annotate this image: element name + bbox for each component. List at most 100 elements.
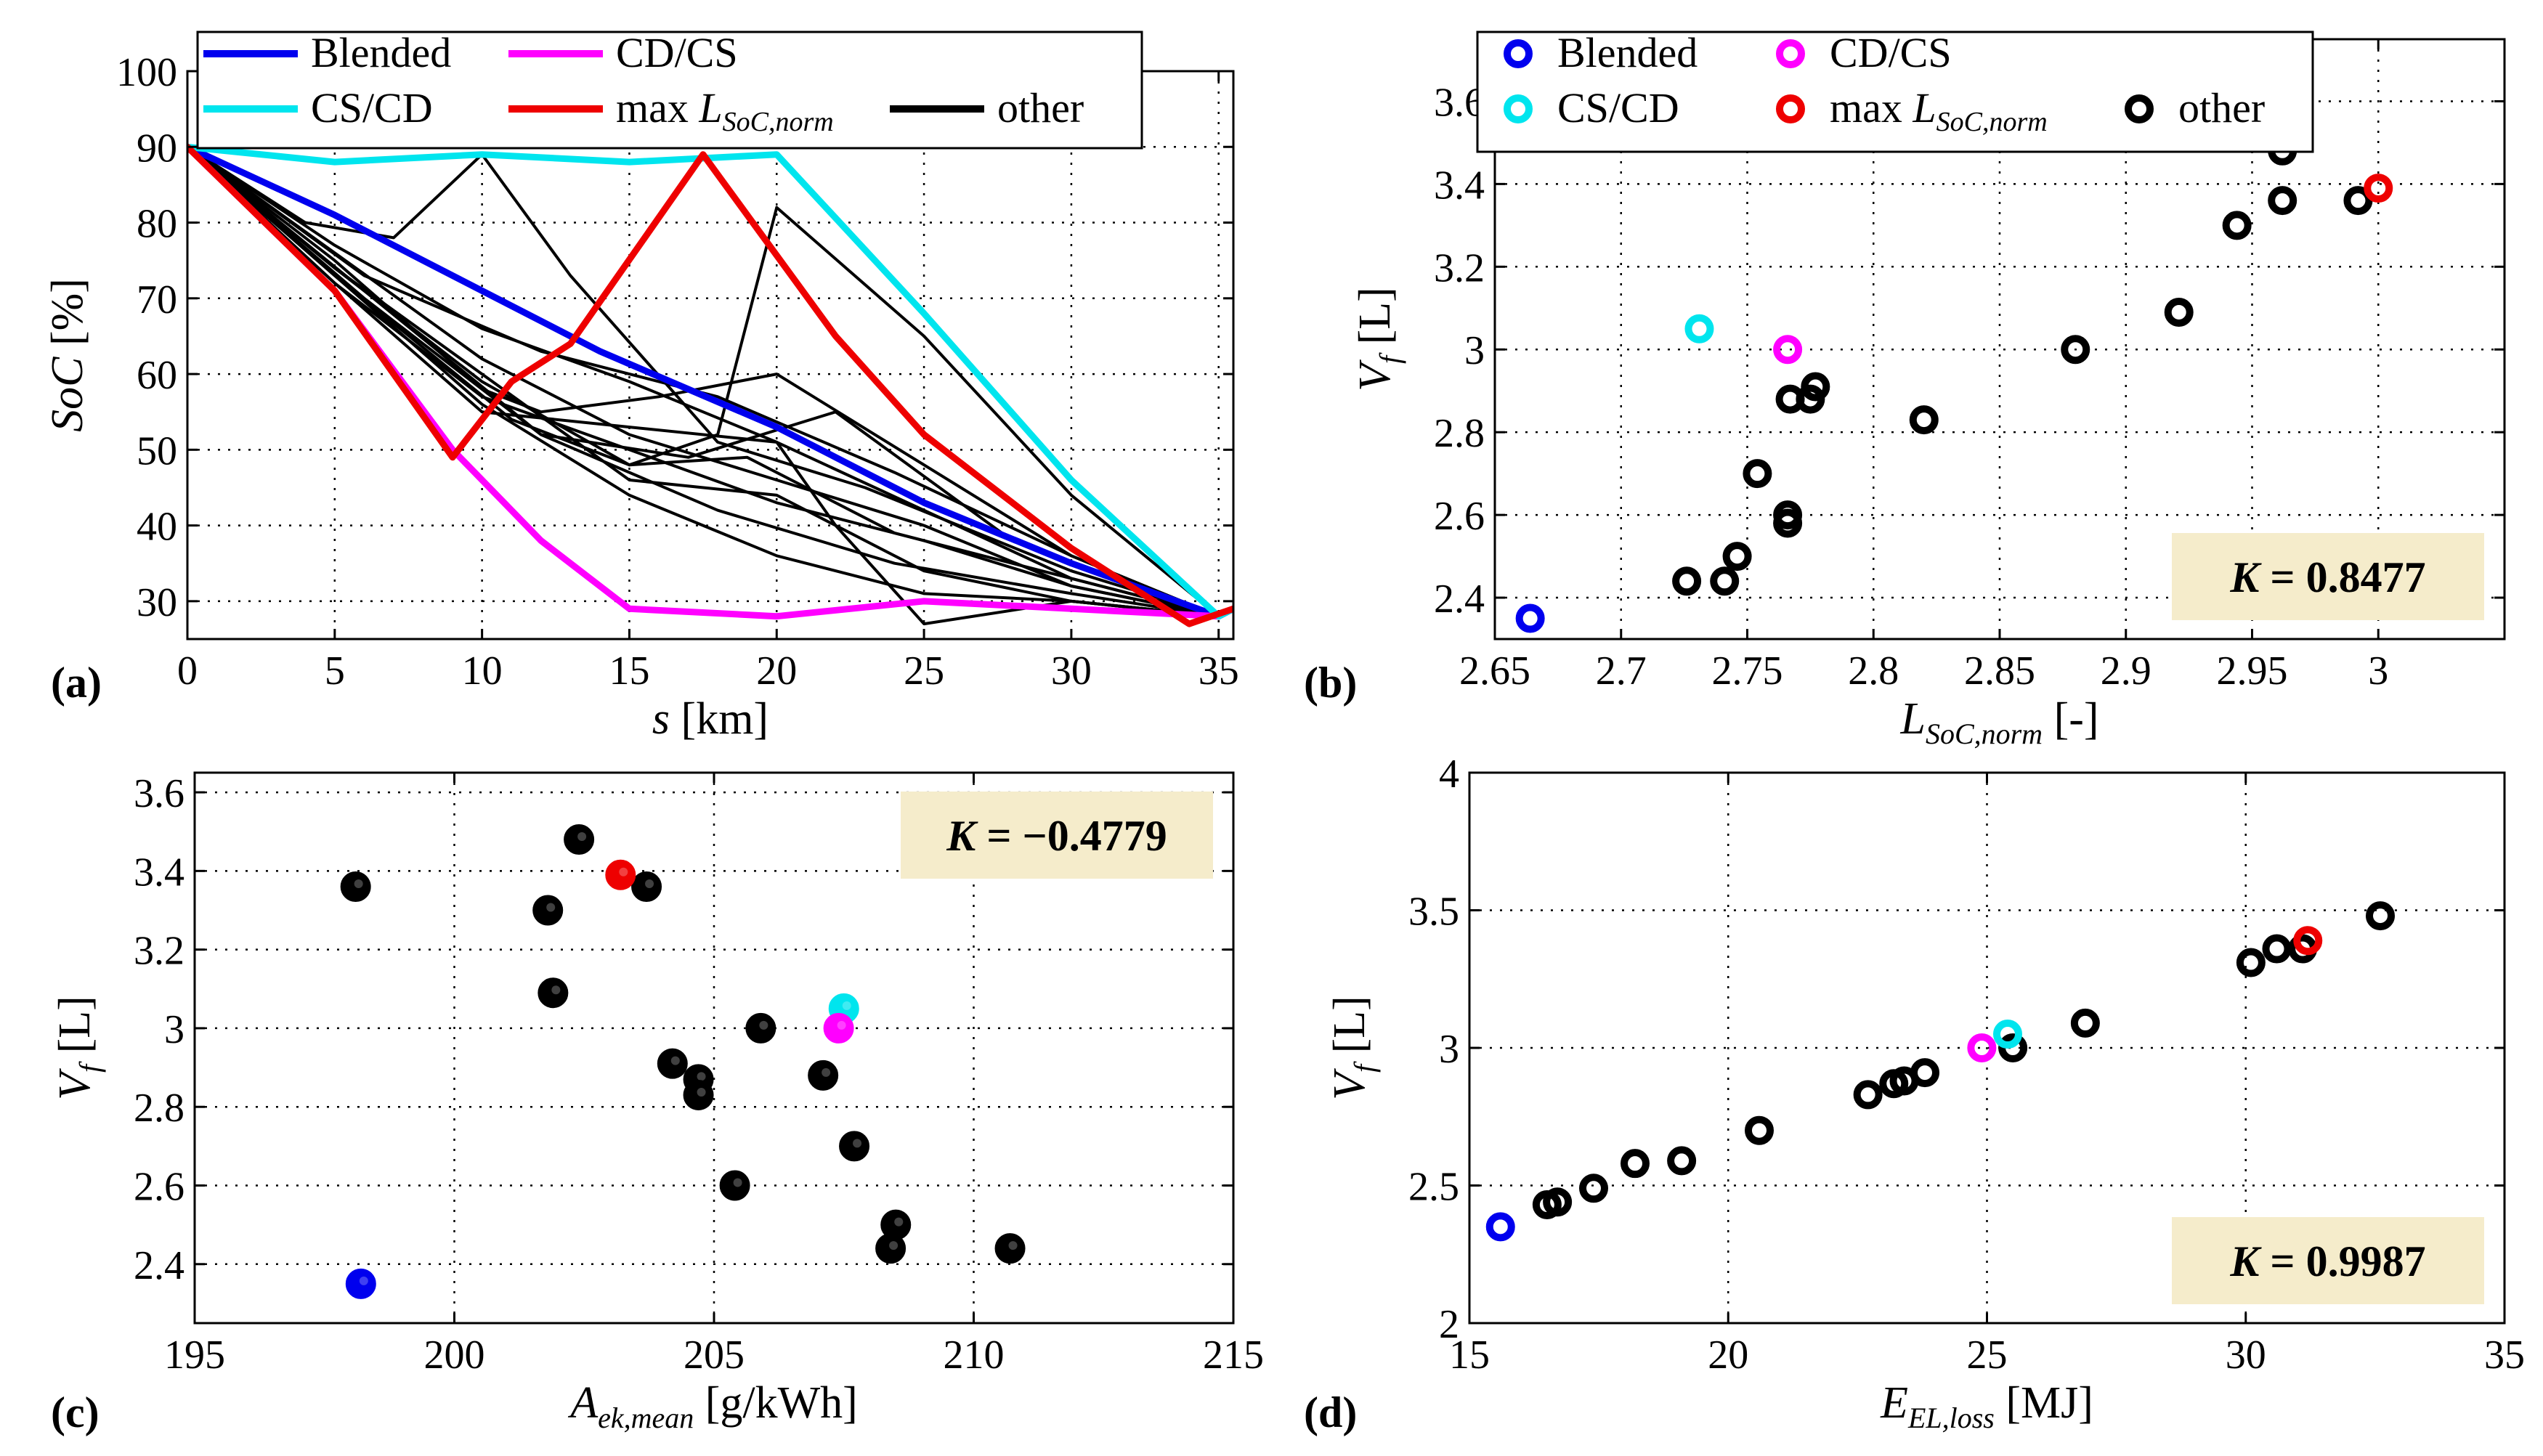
panel-label: (a) — [51, 659, 102, 707]
legend-swatch-cs_cd — [1504, 94, 1533, 123]
point-max — [2293, 926, 2323, 956]
x-tick-label: 2.9 — [2101, 648, 2151, 694]
y-tick-label: 3.6 — [134, 771, 184, 816]
legend-label: Blended — [1557, 29, 1698, 76]
panel-c: 195 200 205 210 215 2.4 2.6 2.8 3 3.2 3.4 3.6 Aek,me… — [50, 771, 1264, 1436]
point-highlight — [822, 1067, 831, 1077]
legend-label: other — [2178, 84, 2265, 131]
legend-label: CD/CS — [616, 29, 738, 76]
y-tick-label: 100 — [116, 50, 177, 95]
y-tick-label: 2.4 — [1434, 577, 1485, 622]
legend-item-cd_cs: CD/CS — [1776, 29, 1952, 76]
data-layer — [1485, 901, 2395, 1242]
y-tick-label: 3.2 — [134, 929, 184, 974]
point-highlight — [1008, 1241, 1018, 1250]
y-tick-label: 3 — [1439, 1027, 1459, 1072]
point-other — [1998, 1033, 2028, 1062]
correlation-box — [2172, 1217, 2484, 1304]
legend-label: CD/CS — [1830, 29, 1952, 76]
point-highlight — [645, 879, 654, 889]
x-tick-label: 25 — [904, 648, 944, 694]
legend-label: other — [997, 84, 1084, 131]
y-tick-label: 70 — [137, 277, 177, 322]
point-other — [839, 1131, 870, 1162]
legend-label: max LSoC,norm — [1830, 84, 2048, 137]
point-other — [1853, 1080, 1883, 1110]
series-line-blended — [187, 143, 1233, 620]
point-other — [1801, 372, 1830, 402]
legend: Blended CD/CS CS/CD max LSoC,norm other — [1476, 29, 2314, 153]
series-line-other — [187, 145, 1220, 618]
series-line-other — [187, 145, 1220, 618]
point-highlight — [697, 1072, 706, 1081]
point-other — [745, 1012, 776, 1044]
point-blended — [1515, 603, 1545, 633]
y-tick-label: 4 — [1439, 752, 1459, 797]
y-tick-label: 40 — [137, 505, 177, 550]
point-highlight — [359, 1276, 368, 1285]
panel-label: (c) — [51, 1388, 100, 1436]
point-other — [1579, 1174, 1608, 1203]
y-axis-label: Vf [L] — [1350, 287, 1406, 391]
x-axis-label: EEL,loss [MJ] — [1880, 1378, 2093, 1434]
point-cd_cs — [1773, 335, 1803, 365]
point-other — [2262, 934, 2292, 964]
x-tick-label: 30 — [2226, 1333, 2266, 1378]
point-cs_cd — [1993, 1020, 2022, 1049]
point-other — [2268, 186, 2297, 216]
legend-label: CS/CD — [1557, 84, 1679, 131]
x-tick-label: 2.95 — [2217, 648, 2288, 694]
point-highlight — [853, 1139, 862, 1148]
x-tick-label: 15 — [1449, 1333, 1490, 1378]
y-tick-label: 3.6 — [1434, 80, 1485, 125]
point-other — [1745, 1115, 1774, 1145]
x-tick-label: 3 — [2368, 648, 2388, 694]
panel-label: (d) — [1304, 1388, 1357, 1436]
point-other — [564, 824, 595, 855]
point-highlight — [670, 1056, 680, 1065]
correlation-value: K = 0.9987 — [2229, 1237, 2425, 1285]
series-line-other — [187, 145, 1220, 618]
point-highlight — [354, 879, 363, 889]
y-tick-label: 30 — [137, 580, 177, 625]
point-other — [1710, 566, 1740, 596]
x-tick-label: 5 — [325, 648, 345, 694]
point-other — [1621, 1149, 1650, 1179]
x-tick-label: 30 — [1051, 648, 1092, 694]
point-other — [2343, 186, 2373, 216]
y-tick-label: 3.4 — [1434, 163, 1485, 208]
legend-item-max: max LSoC,norm — [508, 84, 834, 137]
point-highlight — [842, 1001, 851, 1010]
legend-item-other: other — [2125, 84, 2265, 131]
point-highlight — [894, 1217, 904, 1227]
y-tick-label: 2.6 — [1434, 494, 1485, 539]
legend-swatch-cd_cs — [1776, 39, 1805, 68]
point-other — [1722, 542, 1752, 572]
point-other — [2070, 1008, 2100, 1038]
x-tick-label: 2.85 — [1964, 648, 2035, 694]
point-other — [1743, 459, 1772, 489]
series-line-other — [187, 145, 1220, 618]
x-tick-label: 195 — [164, 1333, 225, 1378]
correlation-value: K = 0.8477 — [2229, 553, 2425, 601]
x-axis-label: s [km] — [652, 694, 768, 744]
point-other — [2164, 297, 2194, 327]
point-other — [2236, 948, 2266, 977]
point-other — [1910, 1058, 1939, 1088]
point-max — [605, 859, 636, 890]
point-other — [1672, 566, 1702, 596]
point-other — [808, 1060, 839, 1091]
x-tick-label: 2.75 — [1712, 648, 1783, 694]
x-tick-label: 25 — [1967, 1333, 2008, 1378]
legend-swatch-max — [1776, 94, 1805, 123]
series-line-other — [187, 145, 1220, 618]
y-tick-label: 80 — [137, 202, 177, 247]
correlation-box — [901, 792, 1213, 879]
series-line-cs_cd — [187, 143, 1233, 620]
legend-swatch-other — [2125, 94, 2154, 123]
x-axis-label: LSoC,norm [-] — [1899, 694, 2098, 750]
point-highlight — [733, 1178, 742, 1187]
y-axis-label: Vf [L] — [50, 996, 106, 1100]
series-line-other — [187, 145, 1220, 618]
